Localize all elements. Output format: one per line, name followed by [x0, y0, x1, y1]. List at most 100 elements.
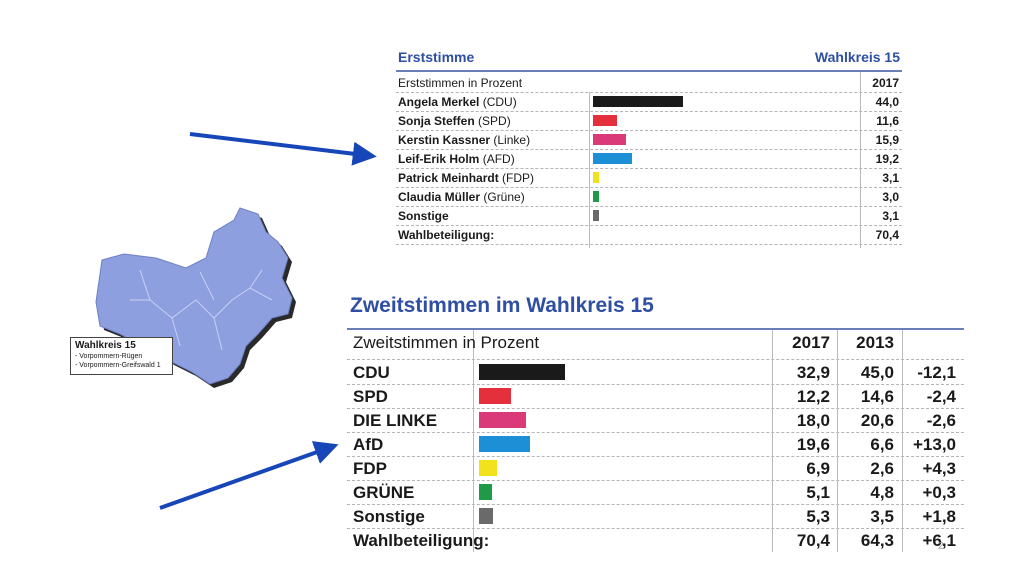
- arrow-to-erststimme: [189, 132, 377, 166]
- zweitstimmen-row: AfD 19,6 6,6 +13,0: [347, 432, 964, 457]
- vote-bar: [593, 153, 633, 164]
- vote-bar: [479, 364, 565, 380]
- party-name: CDU: [353, 363, 390, 382]
- party-name: Sonstige: [353, 507, 425, 526]
- value-2017: 6,9: [806, 459, 830, 478]
- party-name: AfD: [353, 435, 384, 454]
- column-header-2013: 2013: [856, 333, 894, 352]
- erststimme-header-year: 2017: [872, 76, 899, 90]
- turnout-label: Wahlbeteiligung:: [353, 531, 490, 550]
- erststimme-header-label: Erststimmen in Prozent: [398, 76, 523, 90]
- candidate-name: Kerstin Kassner (Linke): [398, 133, 530, 147]
- vote-value: 15,9: [875, 133, 899, 147]
- vote-value: 3,0: [882, 190, 899, 204]
- vote-bar: [479, 484, 493, 500]
- erststimme-header-row: Erststimmen in Prozent 2017: [396, 73, 902, 93]
- vote-value: 44,0: [875, 95, 899, 109]
- vote-bar: [479, 388, 511, 404]
- value-diff: +0,3: [922, 483, 956, 502]
- vote-bar: [593, 134, 626, 145]
- vote-bar: [479, 460, 498, 476]
- candidate-party: (FDP): [502, 171, 535, 185]
- vote-value: 19,2: [875, 152, 899, 166]
- candidate-party: (Linke): [493, 133, 531, 147]
- candidate-label: Sonja Steffen: [398, 114, 475, 128]
- candidate-name: Leif-Erik Holm (AFD): [398, 152, 515, 166]
- pointer-arrows: [159, 132, 377, 510]
- candidate-party: (SPD): [478, 114, 511, 128]
- vote-bar: [593, 210, 600, 221]
- vote-value: 3,1: [882, 209, 899, 223]
- zweitstimmen-row: DIE LINKE 18,0 20,6 -2,6: [347, 408, 964, 433]
- map-legend-title: Wahlkreis 15: [75, 340, 136, 351]
- erststimme-row: Sonja Steffen (SPD) 11,6: [396, 111, 902, 131]
- value-2013: 20,6: [860, 411, 894, 430]
- party-name: FDP: [353, 459, 387, 478]
- erststimme-row: Sonstige 3,1: [396, 206, 902, 226]
- candidate-label: Kerstin Kassner: [398, 133, 491, 147]
- candidate-label: Claudia Müller: [398, 190, 481, 204]
- zweitstimmen-row: Sonstige 5,3 3,5 +1,8: [347, 504, 964, 529]
- erststimme-row: Leif-Erik Holm (AFD) 19,2: [396, 149, 902, 169]
- value-diff: +13,0: [912, 435, 956, 454]
- erststimme-panel: Erststimme Wahlkreis 15 Erststimmen in P…: [396, 44, 902, 250]
- value-2013: 3,5: [870, 507, 894, 526]
- vote-bar: [479, 436, 531, 452]
- map-legend: Wahlkreis 15 - Vorpommern-Rügen - Vorpom…: [70, 337, 173, 375]
- erststimme-row: Kerstin Kassner (Linke) 15,9: [396, 130, 902, 150]
- value-diff: -2,6: [926, 411, 956, 430]
- turnout-value: 70,4: [875, 228, 899, 242]
- vote-bar: [593, 96, 683, 107]
- value-2013: 6,6: [870, 435, 894, 454]
- region-borders: [130, 269, 273, 351]
- zweitstimmen-panel: Zweitstimmen im Wahlkreis 15 Zweitstimme…: [347, 290, 964, 558]
- column-divider: [860, 72, 861, 248]
- vote-value: 3,1: [882, 171, 899, 185]
- candidate-name: Angela Merkel (CDU): [398, 95, 517, 109]
- zweitstimmen-header-label: Zweitstimmen in Prozent: [353, 333, 540, 352]
- value-diff: +4,3: [922, 459, 956, 478]
- zweitstimmen-row: CDU 32,9 45,0 -12,1: [347, 360, 964, 385]
- candidate-name: Patrick Meinhardt (FDP): [398, 171, 534, 185]
- value-diff: -2,4: [926, 387, 956, 406]
- candidate-name: Sonja Steffen (SPD): [398, 114, 511, 128]
- map-legend-line: - Vorpommern-Greifswald 1: [75, 362, 161, 369]
- zweitstimmen-title: Zweitstimmen im Wahlkreis 15: [350, 294, 654, 317]
- zweitstimmen-turnout-row: Wahlbeteiligung: 70,4 64,3 +6,1: [347, 528, 964, 552]
- value-2017: 12,2: [796, 387, 830, 406]
- candidate-party: (AFD): [482, 152, 515, 166]
- zweitstimmen-row: SPD 12,2 14,6 -2,4: [347, 384, 964, 409]
- erststimme-district: Wahlkreis 15: [814, 49, 900, 65]
- vote-bar: [593, 172, 600, 183]
- candidate-party: (CDU): [482, 95, 517, 109]
- vote-bar: [479, 508, 493, 524]
- divider: [347, 328, 964, 330]
- value-diff: -12,1: [917, 363, 956, 382]
- erststimme-title: Erststimme: [398, 49, 475, 65]
- party-name: SPD: [353, 387, 388, 406]
- candidate-label: Angela Merkel: [398, 95, 480, 109]
- value-2017: 32,9: [796, 363, 830, 382]
- zweitstimmen-row: GRÜNE 5,1 4,8 +0,3: [347, 480, 964, 505]
- value-2013: 14,6: [860, 387, 894, 406]
- party-name: DIE LINKE: [353, 411, 438, 430]
- vote-value: 11,6: [876, 114, 899, 128]
- candidate-label: Leif-Erik Holm: [398, 152, 480, 166]
- bar-axis-line: [473, 330, 474, 552]
- erststimme-turnout-row: Wahlbeteiligung: 70,4: [396, 225, 902, 245]
- value-2017: 18,0: [796, 411, 830, 430]
- candidate-name: Sonstige: [398, 209, 449, 223]
- zweitstimmen-row: FDP 6,9 2,6 +4,3: [347, 456, 964, 481]
- zweitstimmen-header-row: Zweitstimmen in Prozent 2017 2013: [347, 330, 964, 360]
- candidate-label: Patrick Meinhardt: [398, 171, 499, 185]
- candidate-label: Sonstige: [398, 209, 449, 223]
- page-number: 2: [938, 541, 944, 552]
- candidate-name: Claudia Müller (Grüne): [398, 190, 525, 204]
- value-2013: 2,6: [870, 459, 894, 478]
- value-2013: 4,8: [870, 483, 894, 502]
- bar-axis-line: [589, 92, 590, 248]
- vote-bar: [479, 412, 527, 428]
- map-legend-line: - Vorpommern-Rügen: [75, 353, 143, 360]
- divider: [396, 70, 902, 72]
- column-divider: [772, 330, 773, 552]
